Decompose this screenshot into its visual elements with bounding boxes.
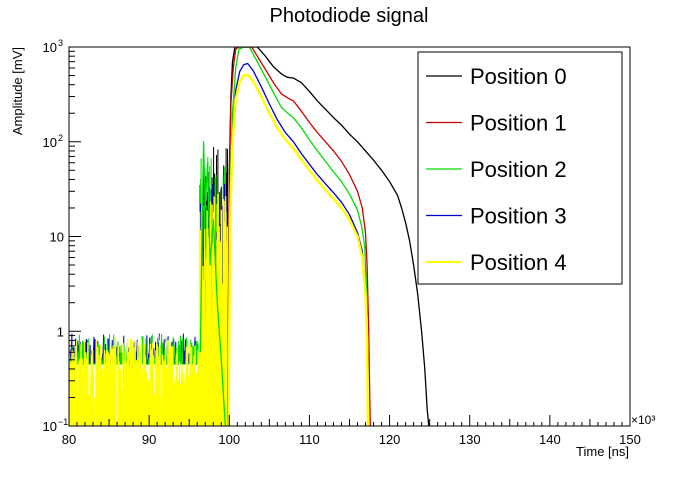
series-line-position-4 (227, 73, 370, 426)
series-line-position-0 (227, 47, 430, 426)
x-tick-label: 140 (539, 432, 561, 447)
series-line-position-2 (199, 47, 369, 426)
y-tick-label: 10 (50, 230, 64, 245)
x-tick-label: 90 (142, 432, 156, 447)
series-line-position-1 (227, 47, 371, 426)
legend-box (417, 51, 623, 285)
y-tick-label-exponent: 2 (58, 133, 63, 143)
y-axis-label: Amplitude [mV] (10, 47, 25, 135)
legend-label: Position 1 (470, 111, 567, 136)
x-tick-label: 150 (619, 432, 641, 447)
y-tick-label-exponent: −1 (58, 417, 68, 427)
x-tick-label: 120 (379, 432, 401, 447)
series-line-position-3 (227, 62, 369, 426)
x-tick-label: 100 (218, 432, 240, 447)
x-tick-label: 130 (459, 432, 481, 447)
legend-label: Position 0 (470, 64, 567, 89)
spikes-position-4 (198, 193, 229, 426)
legend-label: Position 4 (470, 250, 567, 275)
y-tick-label-exponent: 3 (58, 38, 63, 48)
legend-label: Position 2 (470, 157, 567, 182)
x-tick-label: 110 (299, 432, 320, 447)
x-axis-multiplier: ×10³ (631, 413, 655, 427)
plot-area (69, 47, 430, 426)
y-tick-label: 10 (43, 135, 57, 150)
legend-label: Position 3 (470, 204, 567, 229)
legend: Position 0 Position 1 Position 2 Position 3… (417, 51, 623, 285)
y-tick-label: 10 (43, 40, 57, 55)
x-tick-label: 80 (62, 432, 76, 447)
y-tick-label: 1 (57, 324, 64, 339)
x-axis-label: Time [ns] (576, 444, 629, 459)
y-tick-label: 10 (43, 419, 57, 434)
series-group (69, 47, 430, 426)
chart-title: Photodiode signal (269, 5, 428, 27)
